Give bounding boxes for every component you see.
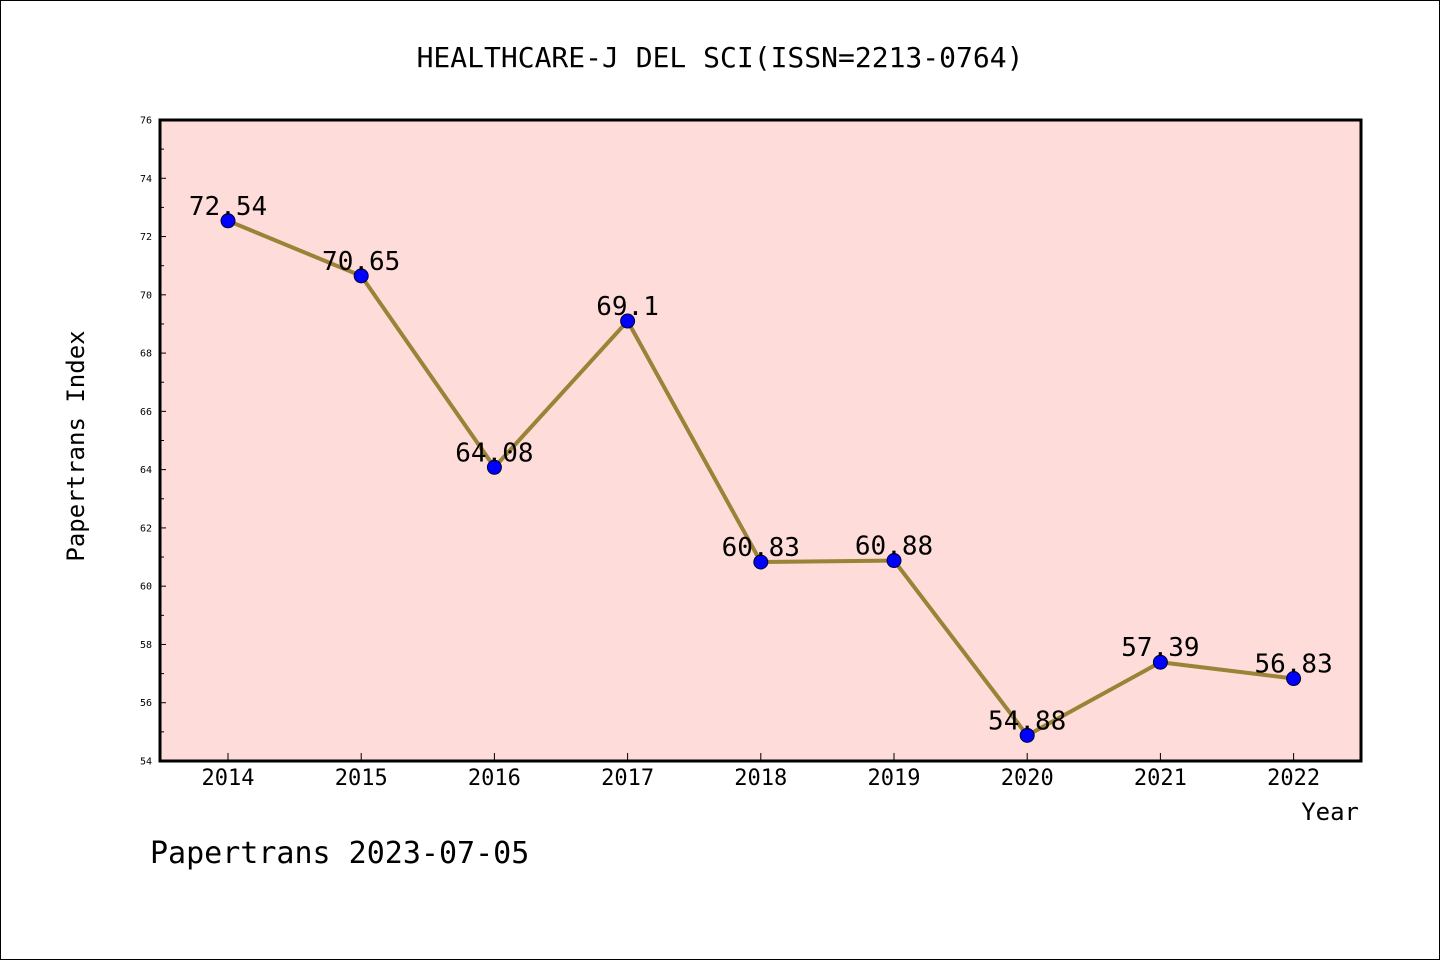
y-tick-label: 70 bbox=[140, 290, 152, 301]
y-tick-label: 66 bbox=[140, 407, 152, 418]
x-tick-label: 2017 bbox=[601, 766, 654, 791]
data-point bbox=[1152, 654, 1168, 670]
y-tick-label: 54 bbox=[140, 757, 152, 768]
data-point bbox=[486, 459, 502, 475]
plot-frame bbox=[158, 118, 1363, 763]
data-label: 60.88 bbox=[855, 532, 933, 562]
data-label: 57.39 bbox=[1121, 633, 1199, 663]
y-tick-label: 60 bbox=[140, 582, 152, 593]
data-point bbox=[353, 268, 369, 284]
data-label: 72.54 bbox=[189, 192, 267, 222]
x-tick-label: 2015 bbox=[335, 766, 388, 791]
data-point bbox=[620, 313, 636, 329]
x-tick-label: 2021 bbox=[1134, 766, 1187, 791]
data-label: 60.83 bbox=[722, 533, 800, 563]
data-label: 56.83 bbox=[1254, 650, 1332, 680]
x-tick-label: 2019 bbox=[868, 766, 921, 791]
y-tick-label: 56 bbox=[140, 698, 152, 709]
y-tick-label: 76 bbox=[140, 116, 152, 127]
x-tick-label: 2014 bbox=[202, 766, 255, 791]
y-axis-label: Papertrans Index bbox=[62, 330, 90, 561]
y-tick-label: 62 bbox=[140, 523, 152, 534]
data-point bbox=[886, 553, 902, 569]
x-tick-label: 2022 bbox=[1267, 766, 1320, 791]
data-label: 69.1 bbox=[596, 292, 659, 322]
data-labels: 72.54 70.65 64.08 69.1 60.83 60.88 54.88 57.39 5… bbox=[189, 192, 1333, 737]
data-label: 70.65 bbox=[322, 247, 400, 277]
x-tick-label: 2018 bbox=[734, 766, 787, 791]
plot-area bbox=[160, 120, 1361, 761]
data-point bbox=[1019, 727, 1035, 743]
y-tick-label: 64 bbox=[140, 465, 152, 476]
markers bbox=[220, 213, 1302, 743]
y-tick-label: 74 bbox=[140, 174, 152, 185]
footer-text: Papertrans 2023-07-05 bbox=[150, 836, 529, 871]
x-axis-label: Year bbox=[1301, 798, 1359, 826]
data-label: 64.08 bbox=[455, 438, 533, 468]
x-tick-label: 2020 bbox=[1001, 766, 1054, 791]
x-axis: 2014 2015 2016 2017 2018 2019 2020 2021 2022 bbox=[202, 753, 1320, 791]
y-tick-label: 68 bbox=[140, 349, 152, 360]
data-point bbox=[1286, 671, 1302, 687]
x-tick-label: 2016 bbox=[468, 766, 521, 791]
y-tick-label: 58 bbox=[140, 640, 152, 651]
data-label: 54.88 bbox=[988, 706, 1066, 736]
data-point bbox=[220, 213, 236, 229]
y-tick-label: 72 bbox=[140, 232, 152, 243]
data-point bbox=[753, 554, 769, 570]
chart-title: HEALTHCARE-J DEL SCI(ISSN=2213-0764) bbox=[417, 41, 1024, 74]
